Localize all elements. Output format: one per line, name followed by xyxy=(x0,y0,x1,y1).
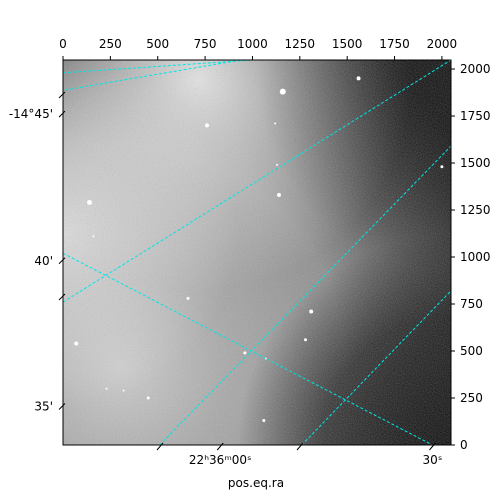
star-point xyxy=(304,338,307,342)
right-tick-label: 1500 xyxy=(460,156,491,170)
ra-tick-label: 30ˢ xyxy=(423,453,443,467)
star-point xyxy=(262,419,266,423)
dec-tick-label: 35' xyxy=(34,399,53,413)
dec-grid-line xyxy=(63,252,433,445)
plot-frame xyxy=(62,59,452,446)
right-tick-label: 1000 xyxy=(460,250,491,264)
right-tick-label: 750 xyxy=(460,297,483,311)
right-axis-ticks: 0 250 500 750 1000 1250 1500 1750 2000 xyxy=(451,62,491,452)
star-point xyxy=(356,76,361,81)
top-tick-label: 1750 xyxy=(379,37,410,51)
dec-tick xyxy=(58,403,66,410)
star-point xyxy=(274,122,277,125)
star-point xyxy=(204,123,209,128)
dec-grid-tick xyxy=(58,293,66,301)
x-axis-label: pos.eq.ra xyxy=(228,476,284,490)
star-point xyxy=(146,396,150,400)
star-point xyxy=(440,165,444,169)
top-tick-label: 500 xyxy=(146,37,169,51)
dec-tick-label: 40' xyxy=(34,254,53,268)
star-point xyxy=(105,387,108,390)
dec-tick xyxy=(58,257,66,265)
right-tick-label: 1750 xyxy=(460,109,491,123)
ra-grid-line xyxy=(159,145,451,445)
star-point xyxy=(74,341,79,346)
top-tick-label: 2000 xyxy=(427,37,458,51)
dec-grid-tick xyxy=(58,91,66,99)
dec-axis-ticks: -14°45' 40' 35' xyxy=(9,91,66,413)
top-tick-label: 250 xyxy=(99,37,122,51)
ra-tick-label: 22ʰ36ᵐ00ˢ xyxy=(189,453,252,467)
coordinate-grid xyxy=(63,60,451,445)
right-tick-label: 0 xyxy=(460,438,468,452)
top-tick-label: 0 xyxy=(59,37,67,51)
star-point xyxy=(276,163,279,166)
ra-tick xyxy=(216,442,224,451)
star-point xyxy=(276,192,281,197)
top-tick-label: 1250 xyxy=(285,37,316,51)
ra-grid-line xyxy=(301,290,451,445)
star-point xyxy=(122,389,125,392)
star-point xyxy=(87,199,93,205)
star-point xyxy=(92,235,95,238)
dec-tick xyxy=(58,110,66,118)
ra-grid-line xyxy=(63,60,242,91)
top-tick-label: 1000 xyxy=(237,37,268,51)
top-tick-label: 750 xyxy=(194,37,217,51)
dec-grid-line xyxy=(63,60,451,303)
star-sources xyxy=(74,76,444,423)
right-tick-label: 250 xyxy=(460,391,483,405)
right-tick-label: 1250 xyxy=(460,203,491,217)
ra-axis-ticks: 22ʰ36ᵐ00ˢ 30ˢ xyxy=(156,442,443,467)
top-axis-ticks: 0 250 500 750 1000 1250 1500 1750 2000 xyxy=(59,37,457,60)
star-point xyxy=(243,351,247,355)
ra-grid-tick xyxy=(296,442,304,451)
right-tick-label: 500 xyxy=(460,344,483,358)
ra-grid-tick xyxy=(156,442,164,451)
dec-tick-label: -14°45' xyxy=(9,107,53,121)
ra-tick xyxy=(429,442,436,451)
star-point xyxy=(279,88,286,95)
top-tick-label: 1500 xyxy=(332,37,363,51)
right-tick-label: 2000 xyxy=(460,62,491,76)
image-area xyxy=(63,60,451,445)
star-point xyxy=(309,309,314,314)
dec-grid-line xyxy=(63,60,253,74)
star-point xyxy=(186,296,190,300)
